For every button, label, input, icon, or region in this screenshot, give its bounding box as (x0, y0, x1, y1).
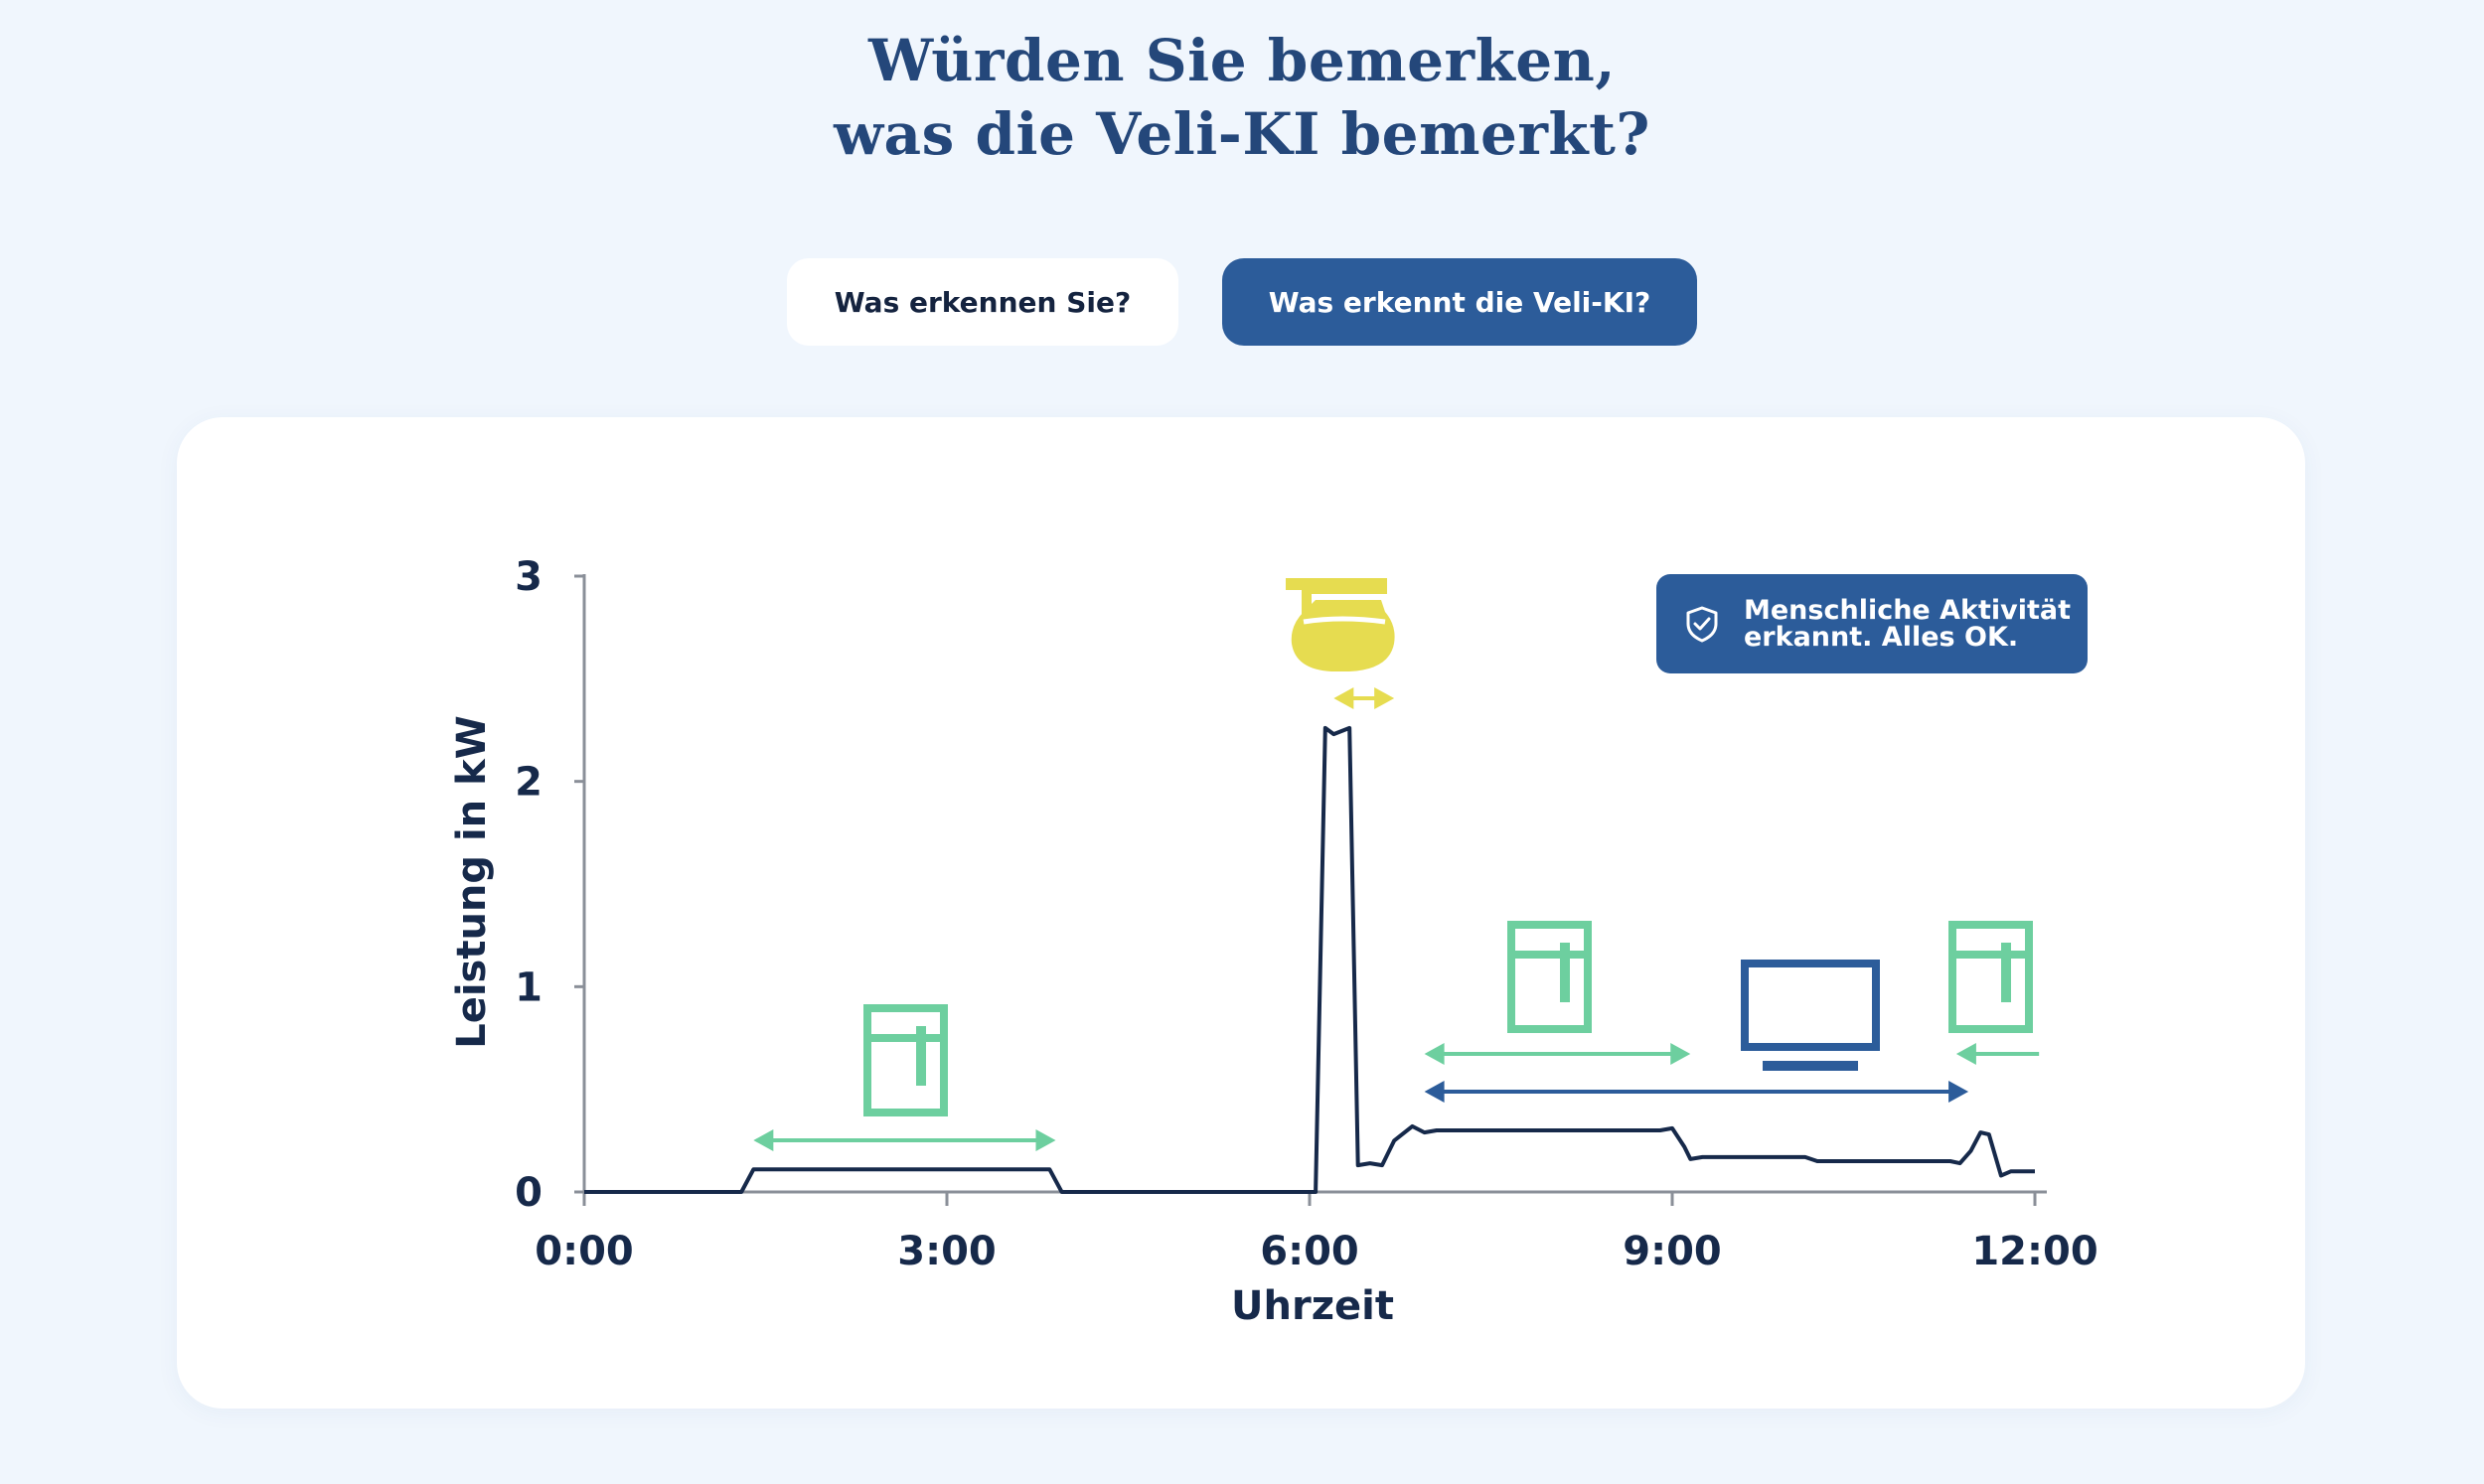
x-tick-label: 0:00 (535, 1229, 634, 1274)
x-tick-label: 3:00 (897, 1229, 997, 1274)
range-arrow-tv (1424, 1081, 1969, 1103)
x-axis-label: Uhrzeit (1231, 1283, 1394, 1329)
status-badge-line-1: Menschliche Aktivität (1744, 595, 2072, 626)
status-badge-line-2: erkannt. Alles OK. (1744, 622, 2019, 653)
tab-human-view[interactable]: Was erkennen Sie? (787, 258, 1178, 346)
shield-check-icon (1686, 606, 1718, 643)
page-title: Würden Sie bemerken, was die Veli-KI bem… (0, 24, 2484, 171)
y-axis-label: Leistung in kW (449, 715, 495, 1049)
y-tick-label: 2 (515, 760, 543, 806)
fridge-icon (863, 1004, 948, 1116)
tab-ai-view[interactable]: Was erkennt die Veli-KI? (1222, 258, 1697, 346)
status-badge: Menschliche Aktivität erkannt. Alles OK. (1656, 574, 2088, 673)
fridge-icon (1948, 921, 2033, 1033)
x-tick-label: 6:00 (1260, 1229, 1359, 1274)
coffee-pot-icon (1286, 578, 1395, 671)
x-tick-label: 9:00 (1623, 1229, 1722, 1274)
view-tabs: Was erkennen Sie? Was erkennt die Veli-K… (0, 258, 2484, 346)
y-tick-label: 0 (515, 1170, 543, 1216)
page-title-line-1: Würden Sie bemerken, (867, 27, 1617, 94)
y-tick-label: 1 (515, 965, 543, 1010)
page-title-line-2: was die Veli-KI bemerkt? (834, 100, 1650, 168)
status-badge-text: Menschliche Aktivität erkannt. Alles OK. (1744, 597, 2071, 651)
y-tick-label: 3 (515, 554, 543, 600)
range-arrow-fridge (1955, 1043, 2040, 1065)
range-arrow-fridge (1424, 1043, 1691, 1065)
axis-ticks: 0:00 3:00 6:00 9:00 12:00 0 1 2 3 (515, 554, 2098, 1274)
series-line-leistung (584, 725, 2035, 1194)
appliance-ranges (753, 687, 2040, 1151)
x-tick-label: 12:00 (1971, 1229, 2097, 1274)
range-arrow-coffee-pot (1333, 687, 1395, 709)
fridge-icon (1507, 921, 1592, 1033)
tv-icon (1741, 960, 1880, 1071)
range-arrow-fridge (753, 1129, 1056, 1151)
